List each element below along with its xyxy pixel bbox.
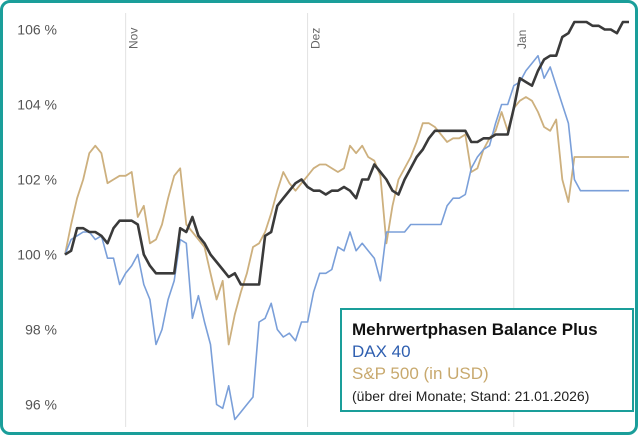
x-tick-label: Dez (309, 28, 323, 49)
y-tick-label: 106 % (17, 22, 57, 38)
y-tick-label: 102 % (17, 172, 57, 188)
series-lines (64, 20, 629, 421)
line-chart: 96 % 98 % 100 % 102 % 104 % 106 % Nov Dez Jan (17, 13, 629, 427)
y-tick-label: 104 % (17, 97, 57, 113)
legend-note: (über drei Monate; Stand: 21.01.2026) (352, 388, 590, 404)
y-axis-ticks: 96 % 98 % 100 % 102 % 104 % 106 % (17, 22, 57, 413)
legend-item-dax: DAX 40 (352, 342, 411, 361)
y-tick-label: 98 % (25, 322, 57, 338)
y-tick-label: 100 % (17, 247, 57, 263)
series-line-sp-500 (64, 96, 629, 346)
series-line-balance-plus (64, 20, 629, 286)
series-line-dax-40 (64, 54, 629, 421)
legend-box: Mehrwertphasen Balance Plus DAX 40 S&P 5… (340, 308, 634, 412)
x-tick-label: Nov (127, 28, 141, 49)
x-axis-ticks: Nov Dez Jan (127, 28, 529, 49)
legend-item-sp500: S&P 500 (in USD) (352, 364, 489, 383)
legend-title: Mehrwertphasen Balance Plus (352, 320, 598, 339)
x-tick-label: Jan (515, 30, 529, 49)
y-tick-label: 96 % (25, 397, 57, 413)
